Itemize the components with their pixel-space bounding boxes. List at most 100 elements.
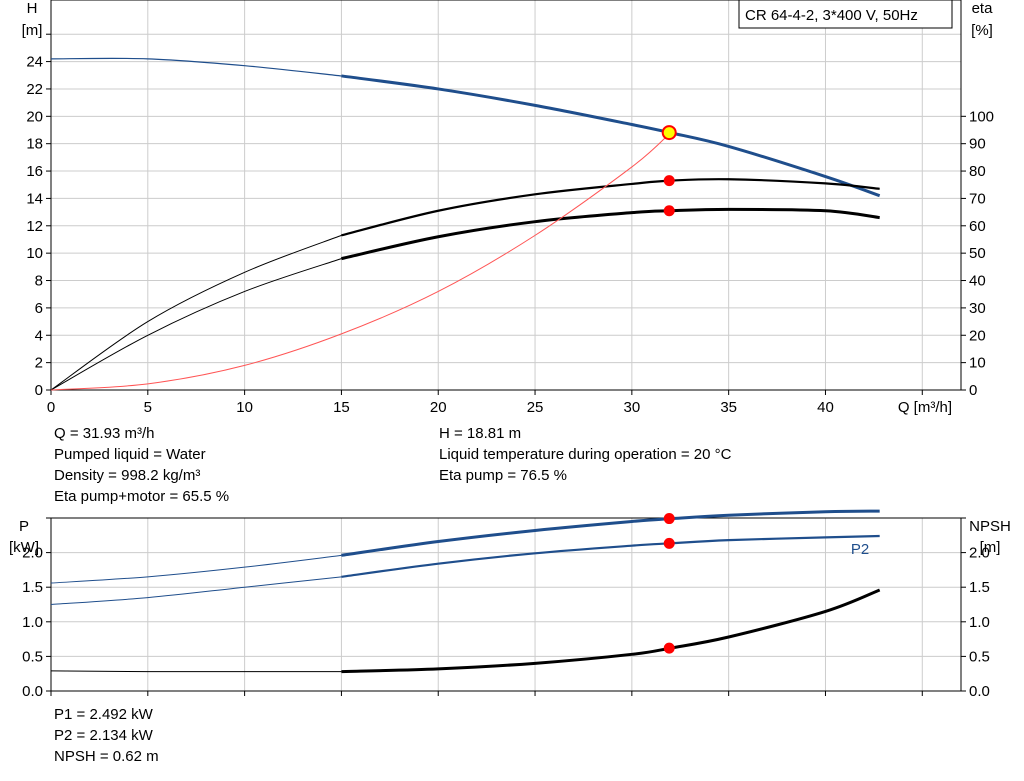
curve-extrapolated xyxy=(50,57,342,77)
duty-info-right: H = 18.81 m Liquid temperature during op… xyxy=(439,423,731,486)
pump-label-text: CR 64-4-2, 3*400 V, 50Hz xyxy=(745,7,918,24)
power-info: P1 = 2.492 kW P2 = 2.134 kW NPSH = 0.62 … xyxy=(54,704,159,767)
y-tick-label: 2.0 xyxy=(22,545,43,562)
duty-points xyxy=(663,513,675,654)
pump-label-frame xyxy=(738,0,953,29)
y-axis-unit: [kW] xyxy=(9,539,39,556)
duty-info-left: Q = 31.93 m³/h Pumped liquid = Water Den… xyxy=(54,423,229,507)
info-npsh: NPSH = 0.62 m xyxy=(54,748,159,765)
duty-point-p1 xyxy=(663,513,675,525)
y-tick-label: 4 xyxy=(35,327,43,344)
y-axis-label: H xyxy=(27,0,38,17)
y2-tick-label: 50 xyxy=(969,245,986,262)
curve-extrapolated xyxy=(50,234,342,391)
curve-extrapolated xyxy=(50,576,342,605)
series-p2 xyxy=(50,534,880,605)
y2-axis-unit: [m] xyxy=(980,539,1001,556)
info-density: Density = 998.2 kg/m³ xyxy=(54,467,201,484)
curve-operating xyxy=(341,588,881,674)
duty-point-npsh xyxy=(663,642,675,654)
y-tick-label: 0 xyxy=(35,382,43,399)
y-tick-label: 18 xyxy=(26,136,43,153)
y2-axis-unit: [%] xyxy=(971,22,993,39)
y2-tick-label: 0.5 xyxy=(969,648,990,665)
x-tick-label: 0 xyxy=(47,399,55,416)
y2-tick-label: 10 xyxy=(969,355,986,372)
y-tick-label: 1.0 xyxy=(22,614,43,631)
y-tick-label: 10 xyxy=(26,245,43,262)
y2-tick-label: 60 xyxy=(969,218,986,235)
y2-tick-label: 40 xyxy=(969,273,986,290)
duty-point-p2 xyxy=(663,537,675,549)
y-tick-label: 8 xyxy=(35,273,43,290)
duty-point-eta-pump xyxy=(663,175,675,187)
y-tick-label: 0.0 xyxy=(22,683,43,700)
y2-tick-label: 0.0 xyxy=(969,683,990,700)
y2-axis-label: NPSH xyxy=(969,518,1011,535)
y-tick-label: 2 xyxy=(35,355,43,372)
series-h xyxy=(50,57,881,198)
x-tick-label: 30 xyxy=(624,399,641,416)
series-system xyxy=(50,132,671,391)
info-head: H = 18.81 m xyxy=(439,425,522,442)
curve-extrapolated xyxy=(50,670,342,673)
x-tick-label: 15 xyxy=(333,399,350,416)
info-eta-pump: Eta pump = 76.5 % xyxy=(439,467,567,484)
plot-frame xyxy=(50,0,962,391)
x-tick-label: 25 xyxy=(527,399,544,416)
curve-operating xyxy=(341,178,880,237)
x-axis-label: Q [m³/h] xyxy=(898,399,952,416)
y-tick-label: 0.5 xyxy=(22,648,43,665)
x-tick-label: 35 xyxy=(720,399,737,416)
x-tick-label: 40 xyxy=(817,399,834,416)
curve-extrapolated xyxy=(50,554,342,584)
curve-operating xyxy=(341,74,881,198)
y-tick-label: 6 xyxy=(35,300,43,317)
y2-tick-label: 70 xyxy=(969,190,986,207)
duty-point-eta-pump-motor xyxy=(663,205,675,217)
curve-operating xyxy=(341,534,880,578)
info-p2: P2 = 2.134 kW xyxy=(54,727,153,744)
y-tick-label: 24 xyxy=(26,54,43,71)
y2-tick-label: 1.5 xyxy=(969,579,990,596)
x-tick-label: 20 xyxy=(430,399,447,416)
y2-tick-label: 0 xyxy=(969,382,977,399)
duty-points xyxy=(661,125,677,217)
y-tick-label: 22 xyxy=(26,81,43,98)
y2-axis-label: eta xyxy=(972,0,994,17)
axes: 0 5 10 15 20 25 30 35 40024681012141618202224010… xyxy=(22,0,994,416)
series-eta-pump xyxy=(50,178,880,391)
y2-tick-label: 80 xyxy=(969,163,986,180)
series-label-p2: P2 xyxy=(851,541,869,558)
info-liquid: Pumped liquid = Water xyxy=(54,446,206,463)
info-p1: P1 = 2.492 kW xyxy=(54,706,153,723)
series-eta-pump-motor xyxy=(50,207,880,391)
y2-tick-label: 1.0 xyxy=(969,614,990,631)
x-tick-label: 10 xyxy=(236,399,253,416)
y-axis-unit: [m] xyxy=(22,22,43,39)
y-tick-label: 1.5 xyxy=(22,579,43,596)
y-tick-label: 14 xyxy=(26,190,43,207)
grid-lines xyxy=(51,517,961,691)
series-label-p1: P1 xyxy=(851,505,869,508)
y-tick-label: 12 xyxy=(26,218,43,235)
system-curve xyxy=(50,132,671,391)
curve-extrapolated xyxy=(50,258,342,391)
y-axis-label: P xyxy=(19,518,29,535)
axes: 0.0 0.5 1.0 1.5 2.0 0.0 0.5 1.0 1.5 2.0 P [kW] NPSH [… xyxy=(9,517,1011,700)
curve-operating xyxy=(341,509,880,557)
y2-tick-label: 30 xyxy=(969,300,986,317)
pump-label-box: CR 64-4-2, 3*400 V, 50Hz xyxy=(738,0,953,29)
duty-point-h xyxy=(661,125,677,141)
grid-lines xyxy=(51,0,961,390)
info-flow: Q = 31.93 m³/h xyxy=(54,425,155,442)
y-tick-label: 16 xyxy=(26,163,43,180)
info-eta-pump-motor: Eta pump+motor = 65.5 % xyxy=(54,488,230,505)
y2-tick-label: 2.0 xyxy=(969,545,990,562)
series-p1 xyxy=(50,509,880,584)
info-temperature: Liquid temperature during operation = 20… xyxy=(439,446,732,463)
head-efficiency-chart: 0 5 10 15 20 25 30 35 40024681012141618202224010… xyxy=(22,0,994,416)
y-tick-label: 20 xyxy=(26,108,43,125)
y2-tick-label: 20 xyxy=(969,327,986,344)
series-npsh xyxy=(50,588,881,674)
